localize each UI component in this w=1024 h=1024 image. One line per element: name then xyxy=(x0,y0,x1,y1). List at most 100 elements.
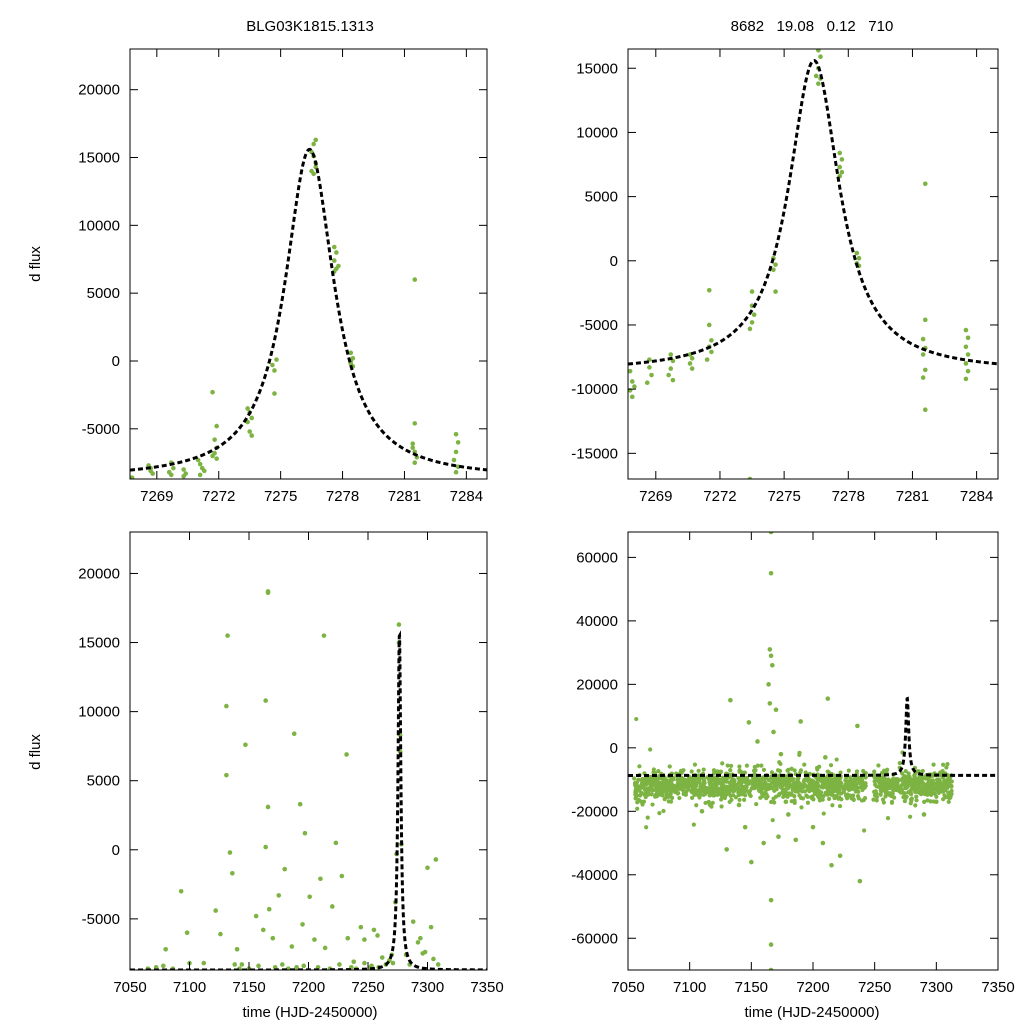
data-point xyxy=(321,633,327,638)
data-point xyxy=(821,793,826,799)
data-point xyxy=(742,797,747,802)
data-point xyxy=(818,54,823,59)
data-point xyxy=(706,288,712,293)
data-point xyxy=(860,778,865,783)
data-point xyxy=(776,793,781,798)
data-point xyxy=(821,811,826,816)
data-point xyxy=(197,472,203,478)
data-point xyxy=(857,878,863,884)
x-tick-label: 7278 xyxy=(832,488,865,505)
data-point xyxy=(934,799,939,805)
x-tick-label: 7269 xyxy=(140,488,173,505)
data-point xyxy=(675,777,680,782)
data-point xyxy=(234,946,240,952)
data-point xyxy=(938,772,943,778)
data-point xyxy=(210,453,215,459)
data-point xyxy=(903,777,908,782)
data-point xyxy=(929,788,935,793)
data-point xyxy=(861,797,866,803)
data-point xyxy=(184,930,190,935)
data-point xyxy=(225,633,230,638)
y-tick-label: -5000 xyxy=(580,317,618,334)
x-tick-label: 7281 xyxy=(388,488,421,505)
data-point xyxy=(802,762,807,767)
panel-top-left: BLG03K1815.1313 d flux 7269 7272 7275 7278 7… xyxy=(27,18,488,505)
data-point xyxy=(646,776,652,781)
data-point xyxy=(893,776,899,782)
data-point xyxy=(858,782,864,787)
data-point xyxy=(369,963,374,969)
y-tick-label: 20000 xyxy=(78,82,120,99)
data-point xyxy=(635,793,640,798)
data-point xyxy=(805,786,811,792)
data-point xyxy=(771,778,777,783)
data-point xyxy=(918,776,923,782)
data-point xyxy=(910,780,915,785)
y-tick-label: 10000 xyxy=(576,124,618,141)
data-point xyxy=(453,431,459,437)
data-point xyxy=(883,794,888,799)
data-point xyxy=(881,776,886,781)
data-point xyxy=(660,793,665,798)
data-point xyxy=(348,350,354,356)
data-point xyxy=(689,356,695,361)
data-point xyxy=(785,777,790,782)
data-point xyxy=(944,765,949,770)
x-tick-label: 7050 xyxy=(113,979,146,996)
panel-top-right: 8682 19.08 0.12 710 7269 7272 7275 7278 7281… xyxy=(571,18,999,505)
data-point xyxy=(686,777,691,783)
data-point xyxy=(775,768,781,773)
data-point xyxy=(913,803,918,808)
y-tick-label: -15000 xyxy=(571,445,618,462)
data-point xyxy=(863,783,868,789)
data-point xyxy=(280,962,285,967)
data-point xyxy=(670,377,676,383)
data-point xyxy=(709,349,714,355)
data-point xyxy=(270,935,276,941)
data-point xyxy=(433,857,439,862)
data-point xyxy=(724,847,729,852)
data-point xyxy=(661,781,667,786)
data-point xyxy=(838,770,843,775)
data-point xyxy=(168,472,174,478)
data-point xyxy=(161,963,166,969)
data-point xyxy=(915,780,921,785)
data-point xyxy=(804,776,809,781)
data-point xyxy=(837,150,843,156)
y-tick-label: 5000 xyxy=(87,773,120,790)
data-point xyxy=(415,940,421,945)
data-point xyxy=(731,789,736,794)
x-tick-label: 7250 xyxy=(858,979,891,996)
data-point xyxy=(294,964,299,970)
panel-title: BLG03K1815.1313 xyxy=(246,18,374,35)
data-point xyxy=(767,701,773,706)
data-point xyxy=(871,797,876,802)
data-point xyxy=(914,786,919,792)
data-point xyxy=(862,828,867,833)
y-tick-label: -10000 xyxy=(571,381,618,398)
data-point xyxy=(771,729,776,735)
model-curve xyxy=(130,630,487,970)
data-point xyxy=(766,682,771,687)
data-point xyxy=(213,908,218,913)
data-point xyxy=(632,776,637,781)
data-point xyxy=(776,834,781,839)
data-point xyxy=(249,433,255,438)
data-point xyxy=(941,797,946,802)
data-point xyxy=(846,768,851,773)
data-point xyxy=(713,789,718,794)
data-point xyxy=(322,945,328,951)
data-point xyxy=(634,783,640,788)
data-point xyxy=(906,790,911,795)
data-point xyxy=(826,770,831,775)
data-point xyxy=(839,169,845,175)
data-point xyxy=(879,785,884,790)
data-point xyxy=(178,888,184,894)
data-point xyxy=(839,791,844,796)
series-observations xyxy=(145,589,441,970)
data-point xyxy=(749,289,755,294)
data-point xyxy=(276,893,282,898)
data-point xyxy=(837,853,843,859)
data-point xyxy=(872,779,877,784)
panel-bottom-right: time (HJD-2450000) 7050 7100 7150 7200 7250 7… xyxy=(571,531,1015,1021)
